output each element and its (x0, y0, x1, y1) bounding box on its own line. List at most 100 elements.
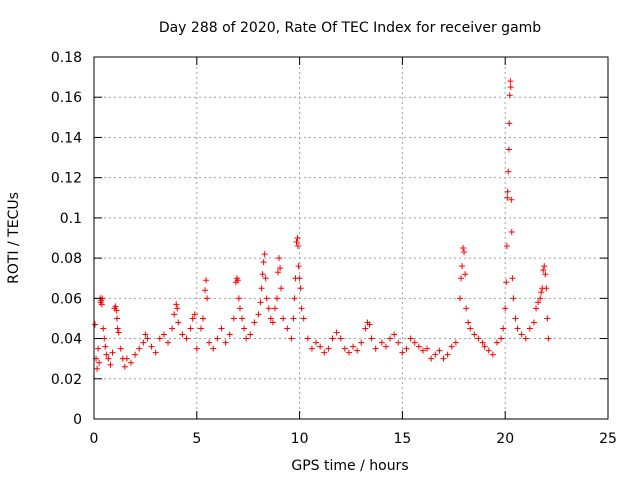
data-points (92, 78, 552, 372)
y-tick-label: 0.06 (51, 291, 82, 307)
data-point (255, 311, 262, 318)
x-tick-label: 25 (599, 431, 617, 447)
data-point (432, 351, 439, 358)
chart-title: Day 288 of 2020, Rate Of TEC Index for r… (159, 20, 541, 36)
data-point (325, 345, 332, 352)
data-point (503, 243, 510, 250)
data-point (160, 331, 167, 338)
data-point (136, 345, 143, 352)
data-point (278, 285, 285, 292)
data-point (262, 275, 269, 282)
data-point (269, 319, 276, 326)
data-point (258, 285, 265, 292)
data-point (522, 335, 529, 342)
data-point (189, 315, 196, 322)
data-point (218, 325, 225, 332)
data-point (243, 335, 250, 342)
data-point (236, 305, 243, 312)
data-point (152, 349, 159, 356)
x-tick-label: 5 (192, 431, 201, 447)
data-point (100, 325, 107, 332)
data-point (226, 331, 233, 338)
data-point (463, 305, 470, 312)
data-point (144, 335, 151, 342)
data-point (506, 120, 513, 127)
data-point (290, 315, 297, 322)
data-point (308, 345, 315, 352)
data-point (263, 295, 270, 302)
data-point (498, 335, 505, 342)
data-point (395, 339, 402, 346)
y-tick-label: 0.02 (51, 372, 82, 388)
data-point (92, 321, 99, 328)
data-point (479, 339, 486, 346)
data-point (115, 329, 122, 336)
data-point (235, 295, 242, 302)
data-point (101, 335, 108, 342)
data-point (261, 251, 268, 258)
data-point (333, 329, 340, 336)
data-point (187, 325, 194, 332)
data-point (391, 331, 398, 338)
data-point (543, 285, 550, 292)
data-point (350, 343, 357, 350)
data-point (533, 305, 540, 312)
data-point (294, 243, 301, 250)
data-point (142, 331, 149, 338)
data-point (280, 315, 287, 322)
data-point (424, 345, 431, 352)
data-point (403, 345, 410, 352)
data-point (535, 299, 542, 306)
data-point (505, 146, 512, 153)
data-point (341, 345, 348, 352)
data-point (448, 343, 455, 350)
data-point (457, 275, 464, 282)
data-point (399, 349, 406, 356)
data-point (267, 315, 274, 322)
y-tick-label: 0.1 (60, 211, 82, 227)
y-tick-label: 0.16 (51, 90, 82, 106)
data-point (265, 305, 272, 312)
data-point (105, 355, 112, 362)
data-point (199, 315, 206, 322)
data-point (304, 335, 311, 342)
data-point (372, 345, 379, 352)
data-point (378, 339, 385, 346)
plot-frame (93, 56, 609, 420)
data-point (505, 168, 512, 175)
data-point (275, 269, 282, 276)
data-point (234, 277, 241, 284)
y-tick-label: 0.04 (51, 332, 82, 348)
data-point (173, 301, 180, 308)
data-point (509, 275, 516, 282)
data-point (123, 355, 130, 362)
data-point (156, 335, 163, 342)
data-point (507, 84, 514, 91)
data-point (214, 335, 221, 342)
data-point (508, 228, 515, 235)
y-tick-label: 0.14 (51, 130, 82, 146)
data-point (113, 307, 120, 314)
data-point (544, 315, 551, 322)
data-point (456, 295, 463, 302)
data-point (273, 295, 280, 302)
data-point (538, 289, 545, 296)
data-point (506, 92, 513, 99)
x-tick-label: 20 (496, 431, 514, 447)
data-point (507, 78, 514, 85)
data-point (419, 347, 426, 354)
data-point (174, 305, 181, 312)
data-point (541, 263, 548, 270)
data-point (475, 335, 482, 342)
data-point (112, 303, 119, 310)
data-point (467, 325, 474, 332)
data-point (298, 305, 305, 312)
data-point (204, 295, 211, 302)
data-point (202, 287, 209, 294)
data-point (300, 315, 307, 322)
data-point (295, 263, 302, 270)
data-point (171, 311, 178, 318)
x-tick-label: 10 (291, 431, 309, 447)
data-point (545, 335, 552, 342)
data-point (179, 331, 186, 338)
